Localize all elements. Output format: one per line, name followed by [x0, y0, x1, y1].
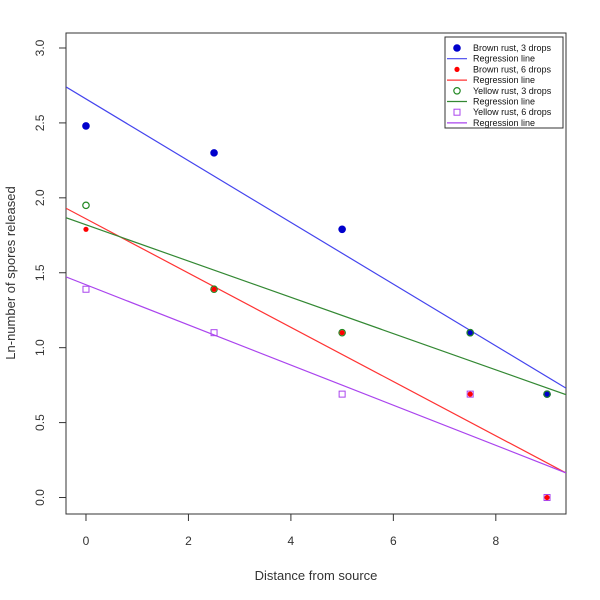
data-point	[82, 201, 90, 210]
x-tick-label: 2	[185, 534, 192, 548]
legend-label: Regression line	[473, 54, 535, 64]
x-tick-label: 4	[288, 534, 295, 548]
x-axis: 0 2 4 6 8	[83, 513, 499, 548]
legend-label: Yellow rust, 3 drops	[473, 86, 552, 96]
data-point	[543, 494, 551, 502]
data-point	[339, 330, 345, 336]
regression-line	[66, 86, 566, 389]
regression-line	[66, 276, 566, 474]
regression-line	[66, 207, 566, 474]
data-point	[82, 122, 90, 130]
data-point	[466, 390, 474, 398]
data-point	[82, 285, 90, 293]
data-point	[83, 226, 89, 232]
legend-label: Regression line	[473, 118, 535, 128]
data-point	[543, 390, 551, 398]
y-tick-label: 1.0	[33, 339, 47, 356]
legend-marker	[453, 108, 461, 116]
x-tick-label: 0	[83, 534, 90, 548]
legend-marker	[453, 87, 461, 95]
y-tick-label: 0.5	[33, 414, 47, 431]
data-point	[466, 328, 475, 337]
data-point	[466, 328, 475, 337]
y-axis-label: Ln-number of spores released	[3, 186, 18, 359]
x-tick-label: 6	[390, 534, 397, 548]
x-axis-label: Distance from source	[255, 568, 378, 583]
data-point	[544, 494, 550, 501]
y-tick-label: 2.5	[33, 114, 47, 131]
y-tick-label: 1.5	[33, 264, 47, 281]
legend-label: Regression line	[473, 97, 535, 107]
legend-label: Brown rust, 6 drops	[473, 64, 552, 74]
regression-line	[66, 217, 566, 396]
data-point	[467, 391, 473, 397]
data-point	[338, 328, 346, 337]
y-tick-label: 2.0	[33, 189, 47, 206]
data-point	[338, 225, 346, 234]
y-tick-label: 0.0	[33, 489, 47, 506]
data-point	[543, 390, 551, 398]
x-tick-label: 8	[492, 534, 499, 548]
legend-marker	[453, 44, 461, 52]
data-point	[210, 329, 218, 337]
data-point	[210, 285, 218, 294]
legend-box	[444, 36, 564, 129]
data-point	[211, 286, 217, 292]
legend-label: Regression line	[473, 75, 535, 85]
regression-lines	[66, 86, 566, 474]
y-axis: 0.0 0.5 1.0 1.5 2.0 2.5 3.0	[33, 39, 67, 506]
data-point	[338, 390, 346, 398]
legend-marker	[454, 66, 460, 72]
data-point	[210, 149, 218, 157]
legend-label: Brown rust, 3 drops	[473, 43, 552, 53]
data-points	[82, 122, 551, 502]
y-tick-label: 3.0	[33, 39, 47, 56]
legend-label: Yellow rust, 6 drops	[473, 107, 552, 117]
